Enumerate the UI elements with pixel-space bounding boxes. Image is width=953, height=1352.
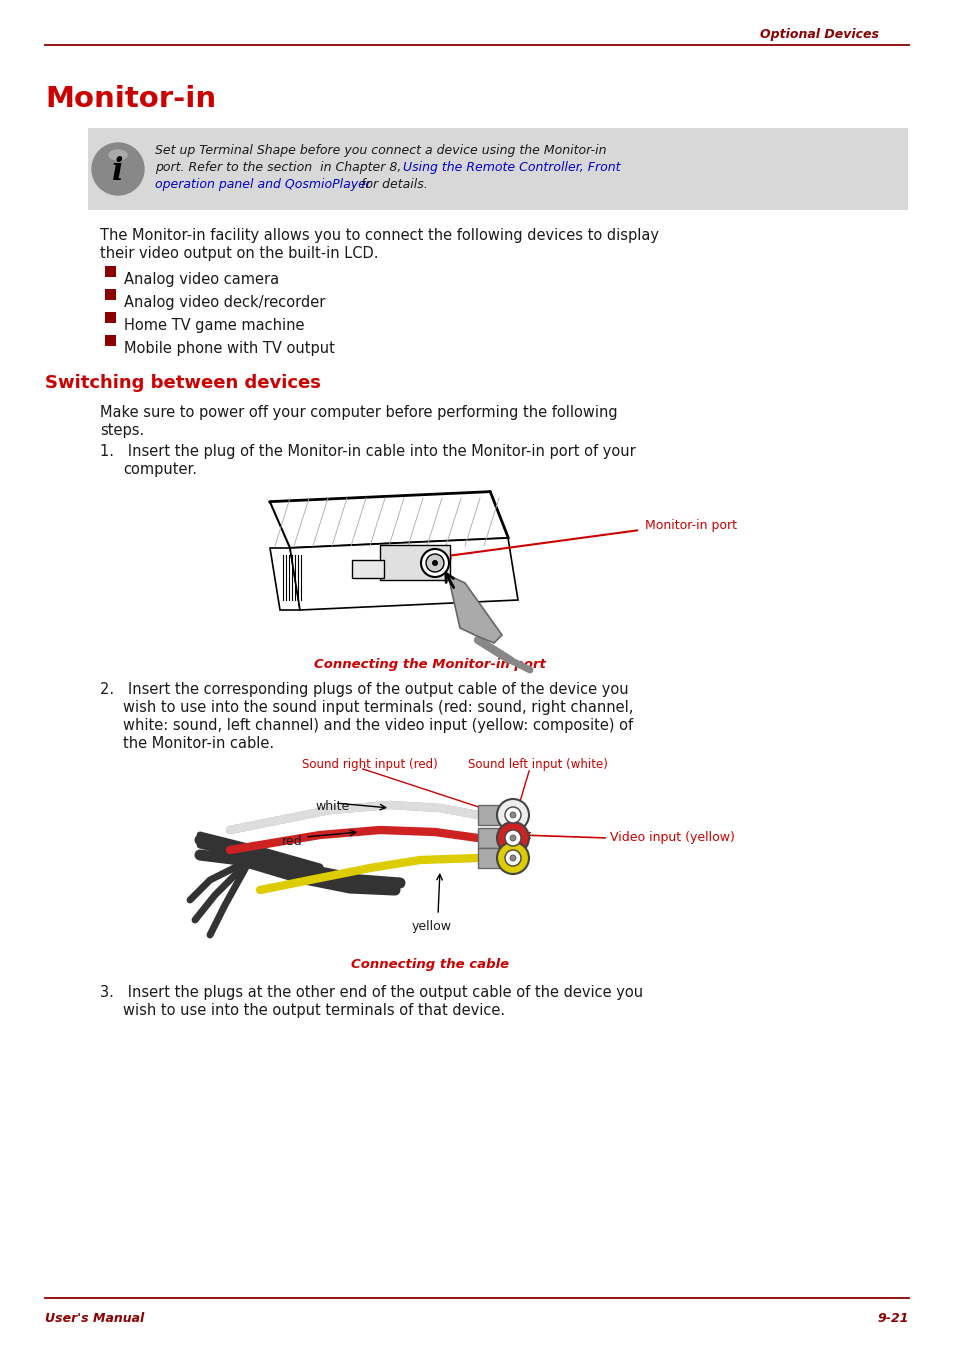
Text: Set up Terminal Shape before you connect a device using the Monitor-in: Set up Terminal Shape before you connect…: [154, 145, 606, 157]
Polygon shape: [270, 548, 299, 610]
Circle shape: [504, 850, 520, 867]
Bar: [105, 312, 116, 323]
Text: white: white: [314, 800, 349, 813]
Text: Switching between devices: Switching between devices: [45, 375, 320, 392]
Polygon shape: [290, 538, 517, 610]
Text: red: red: [282, 836, 302, 848]
Circle shape: [91, 143, 144, 195]
Text: Sound left input (white): Sound left input (white): [468, 758, 607, 771]
Text: Analog video deck/recorder: Analog video deck/recorder: [124, 295, 325, 310]
Text: operation panel and QosmioPlayer: operation panel and QosmioPlayer: [154, 178, 371, 191]
Text: 2.   Insert the corresponding plugs of the output cable of the device you: 2. Insert the corresponding plugs of the…: [100, 681, 628, 698]
Text: Optional Devices: Optional Devices: [760, 28, 878, 41]
Text: Sound right input (red): Sound right input (red): [302, 758, 437, 771]
Circle shape: [504, 830, 520, 846]
Text: for details.: for details.: [356, 178, 427, 191]
Text: their video output on the built-in LCD.: their video output on the built-in LCD.: [100, 246, 378, 261]
Text: wish to use into the sound input terminals (red: sound, right channel,: wish to use into the sound input termina…: [123, 700, 633, 715]
Text: Connecting the Monitor-in port: Connecting the Monitor-in port: [314, 658, 545, 671]
Bar: [477, 827, 502, 848]
Text: Monitor-in port: Monitor-in port: [644, 519, 737, 531]
Text: 9-21: 9-21: [877, 1311, 908, 1325]
Text: computer.: computer.: [123, 462, 196, 477]
Circle shape: [497, 822, 529, 854]
Circle shape: [420, 549, 449, 577]
Circle shape: [510, 836, 516, 841]
Bar: [352, 560, 384, 579]
Text: Using the Remote Controller, Front: Using the Remote Controller, Front: [402, 161, 619, 174]
Text: wish to use into the output terminals of that device.: wish to use into the output terminals of…: [123, 1003, 504, 1018]
Text: Analog video camera: Analog video camera: [124, 272, 279, 287]
Text: Mobile phone with TV output: Mobile phone with TV output: [124, 341, 335, 356]
Bar: [105, 335, 116, 346]
Ellipse shape: [109, 150, 127, 160]
Circle shape: [510, 854, 516, 861]
Text: white: sound, left channel) and the video input (yellow: composite) of: white: sound, left channel) and the vide…: [123, 718, 633, 733]
Text: Video input (yellow): Video input (yellow): [609, 831, 734, 845]
Text: The Monitor-in facility allows you to connect the following devices to display: The Monitor-in facility allows you to co…: [100, 228, 659, 243]
Circle shape: [497, 842, 529, 873]
Text: User's Manual: User's Manual: [45, 1311, 144, 1325]
Text: port. Refer to the section  in Chapter 8,: port. Refer to the section in Chapter 8,: [154, 161, 405, 174]
Text: steps.: steps.: [100, 423, 144, 438]
Bar: [379, 545, 450, 580]
Circle shape: [510, 813, 516, 818]
Bar: [477, 804, 502, 825]
Text: the Monitor-in cable.: the Monitor-in cable.: [123, 735, 274, 750]
Bar: [105, 266, 116, 277]
Circle shape: [497, 799, 529, 831]
Text: 3.   Insert the plugs at the other end of the output cable of the device you: 3. Insert the plugs at the other end of …: [100, 986, 642, 1000]
Text: yellow: yellow: [412, 919, 452, 933]
Bar: [105, 289, 116, 300]
Bar: [88, 128, 907, 210]
Circle shape: [426, 554, 443, 572]
Text: Home TV game machine: Home TV game machine: [124, 318, 304, 333]
Polygon shape: [448, 575, 501, 644]
Polygon shape: [270, 492, 507, 548]
Text: i: i: [112, 155, 124, 187]
Text: Connecting the cable: Connecting the cable: [351, 959, 509, 971]
Bar: [477, 848, 502, 868]
Circle shape: [504, 807, 520, 823]
Text: 1.   Insert the plug of the Monitor-in cable into the Monitor-in port of your: 1. Insert the plug of the Monitor-in cab…: [100, 443, 635, 458]
Text: Make sure to power off your computer before performing the following: Make sure to power off your computer bef…: [100, 406, 617, 420]
Circle shape: [432, 560, 437, 566]
Text: Monitor-in: Monitor-in: [45, 85, 216, 114]
